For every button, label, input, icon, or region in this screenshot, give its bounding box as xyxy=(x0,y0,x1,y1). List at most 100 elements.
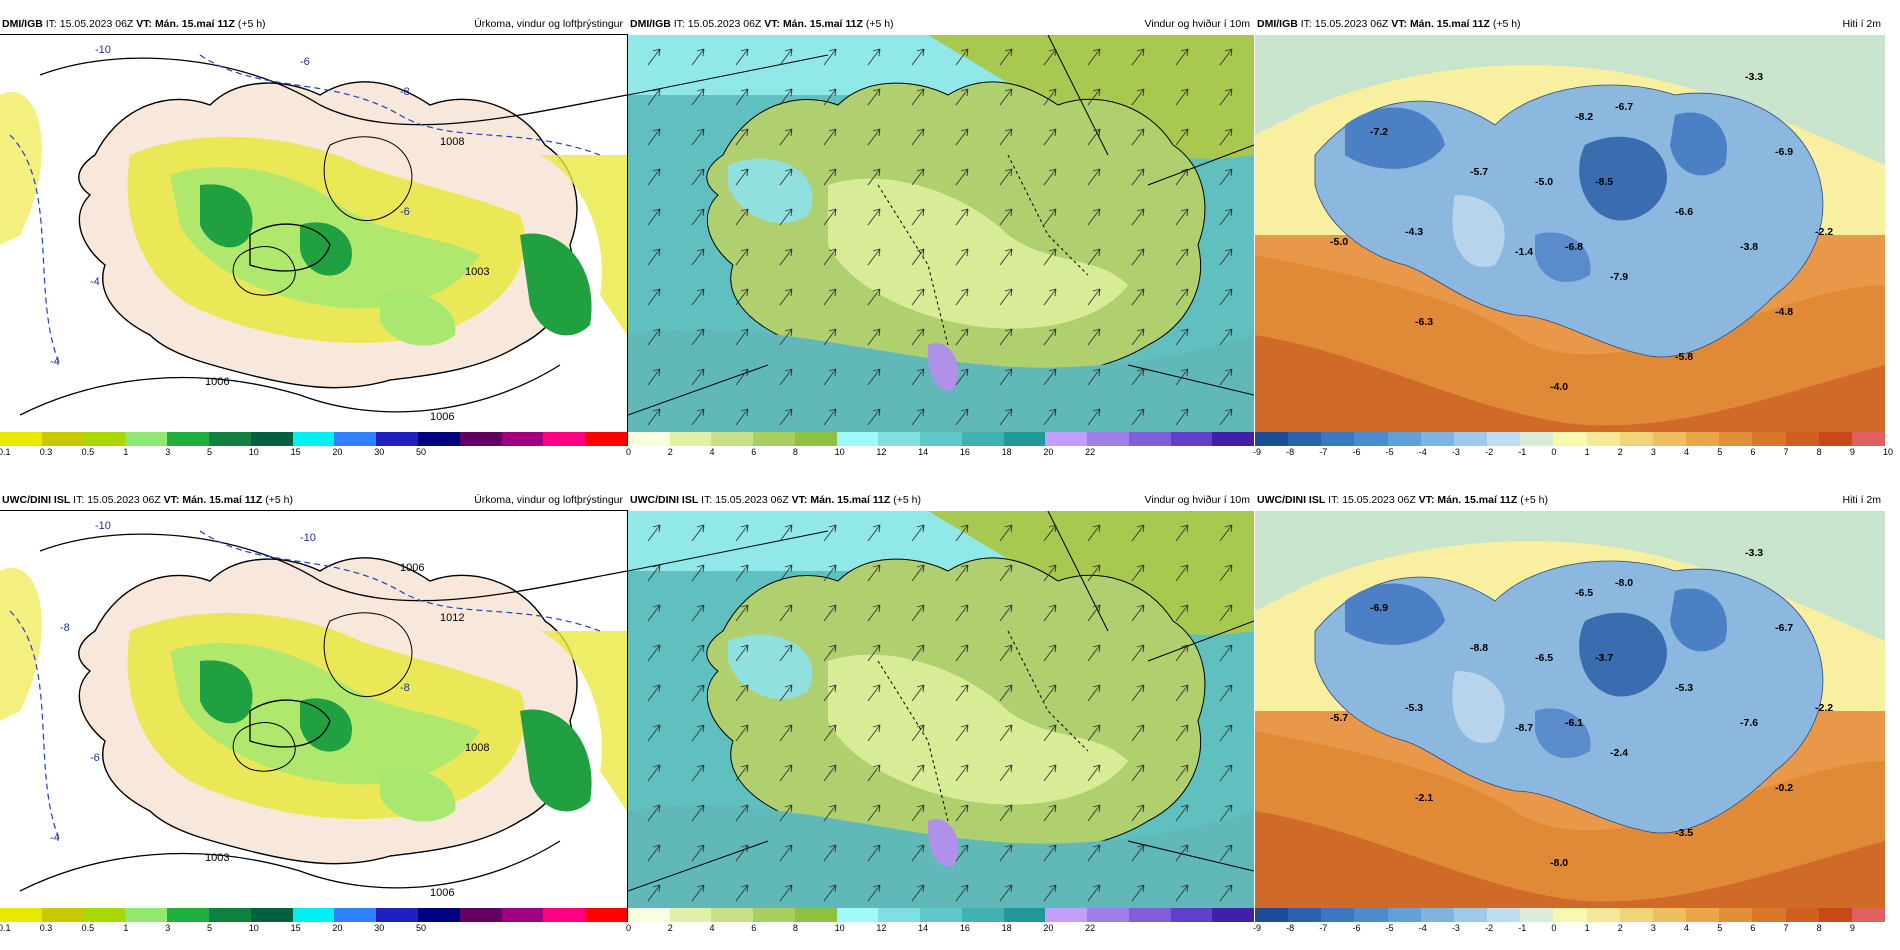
colorbar-tick: -2 xyxy=(1485,923,1494,933)
wind-arrow xyxy=(911,328,925,346)
colorbar-tick: -5 xyxy=(1385,447,1394,457)
it-value: 15.05.2023 06Z xyxy=(59,18,134,30)
colorbar-segment xyxy=(1387,432,1421,446)
model-name: DMI/IGB xyxy=(2,18,43,30)
colorbar-tick: -8 xyxy=(1286,447,1295,457)
vt-label: VT: xyxy=(791,494,808,506)
colorbar-tick: 10 xyxy=(834,447,845,457)
wind-arrow xyxy=(735,884,749,902)
colorbar-segment xyxy=(334,432,377,446)
wind-arrow xyxy=(867,208,881,226)
header-left: UWC/DINI ISL IT: 15.05.2023 06Z VT: Mán.… xyxy=(1257,490,1548,510)
colorbar-tick: 15 xyxy=(290,923,301,933)
wind-arrow xyxy=(735,524,749,542)
panel-title: Úrkoma, vindur og loftþrýstingur xyxy=(474,494,623,506)
colorbar-tick: -6 xyxy=(1352,447,1361,457)
colorbar-segment xyxy=(1170,908,1213,922)
wind-arrow xyxy=(955,884,969,902)
colorbar-tick: 1 xyxy=(123,923,129,933)
wind-arrow xyxy=(955,48,969,66)
wind-arrow xyxy=(1175,328,1189,346)
colorbar-segment xyxy=(1045,432,1088,446)
colorbar-tick: 10 xyxy=(1883,447,1894,457)
wind-arrow xyxy=(911,48,925,66)
wind-arrow xyxy=(1043,644,1057,662)
wind-arrow xyxy=(955,408,969,426)
wind-arrow xyxy=(999,804,1013,822)
wind-arrow xyxy=(911,368,925,386)
wind-arrow xyxy=(779,684,793,702)
wind-arrow xyxy=(1131,644,1145,662)
wind-arrow xyxy=(867,804,881,822)
wind-arrow xyxy=(1087,684,1101,702)
wind-arrow xyxy=(647,128,661,146)
wind-arrow xyxy=(999,564,1013,582)
colorbar xyxy=(0,432,627,446)
temperature-label: -4.8 xyxy=(1775,306,1793,318)
contour-label: -4 xyxy=(50,356,60,368)
wind-arrow xyxy=(1043,248,1057,266)
colorbar-segment xyxy=(250,432,293,446)
temperature-label: -6.1 xyxy=(1565,717,1583,729)
temperature-label: -1.4 xyxy=(1515,246,1533,258)
colorbar-ticks: 0.1 0.3 0.5 1 3 5 10 15 20 30 50 xyxy=(0,923,627,935)
temperature-label: -7.2 xyxy=(1370,126,1388,138)
wind-arrow xyxy=(1087,844,1101,862)
panel-wind-uwc: UWC/DINI ISL IT: 15.05.2023 06Z VT: Mán.… xyxy=(626,490,1255,940)
it-value: 15.05.2023 06Z xyxy=(687,18,762,30)
colorbar-segment xyxy=(208,432,251,446)
colorbar-tick: 0.5 xyxy=(81,923,95,933)
colorbar-ticks: 0 2 4 6 8 10 12 14 16 18 20 22 xyxy=(626,447,1254,459)
colorbar-segment xyxy=(250,908,293,922)
colorbar-segment xyxy=(961,908,1004,922)
wind-arrow xyxy=(1087,368,1101,386)
wind-arrow xyxy=(1087,408,1101,426)
wind-arrow xyxy=(735,168,749,186)
colorbar-tick: -9 xyxy=(1253,447,1262,457)
colorbar-tick: 4 xyxy=(1684,923,1690,933)
colorbar-segment xyxy=(1553,432,1587,446)
wind-arrow xyxy=(647,208,661,226)
wind-arrow xyxy=(691,764,705,782)
wind-arrow xyxy=(691,604,705,622)
wind-arrow xyxy=(1043,368,1057,386)
wind-arrow xyxy=(779,724,793,742)
temperature-label: -8.8 xyxy=(1470,642,1488,654)
colorbar-tick: 10 xyxy=(248,923,259,933)
colorbar-segment xyxy=(459,908,502,922)
colorbar-tick: -3 xyxy=(1451,923,1460,933)
wind-arrow xyxy=(1219,764,1233,782)
colorbar-segment xyxy=(1354,432,1388,446)
colorbar-segment xyxy=(628,432,670,446)
wind-arrow xyxy=(911,644,925,662)
wind-arrow xyxy=(735,564,749,582)
wind-arrow xyxy=(1175,288,1189,306)
colorbar-segment xyxy=(1045,908,1088,922)
temperature-label: -5.0 xyxy=(1330,236,1348,248)
wind-arrow xyxy=(1043,328,1057,346)
it-value: 15.05.2023 06Z xyxy=(1314,18,1389,30)
wind-arrow xyxy=(691,288,705,306)
lead-time: (+5 h) xyxy=(237,18,266,30)
it-value: 15.05.2023 06Z xyxy=(1342,494,1416,506)
colorbar-tick: 4 xyxy=(1684,447,1690,457)
model-name: UWC/DINI ISL xyxy=(2,494,71,506)
colorbar-tick: 8 xyxy=(1816,923,1822,933)
wind-arrow xyxy=(955,564,969,582)
wind-arrow xyxy=(823,248,837,266)
colorbar-segment xyxy=(1128,908,1171,922)
colorbar-tick: 3 xyxy=(165,923,171,933)
wind-arrow xyxy=(735,804,749,822)
it-label: IT: xyxy=(45,18,57,30)
panel-temp-uwc: UWC/DINI ISL IT: 15.05.2023 06Z VT: Mán.… xyxy=(1253,490,1885,940)
colorbar-segment xyxy=(711,432,754,446)
wind-arrow xyxy=(1043,48,1057,66)
wind-arrow xyxy=(1131,328,1145,346)
colorbar-tick: 6 xyxy=(751,923,757,933)
wind-arrow xyxy=(911,724,925,742)
temperature-label: -5.7 xyxy=(1330,712,1348,724)
panel-header: UWC/DINI ISL IT: 15.05.2023 06Z VT: Mán.… xyxy=(1255,490,1885,510)
colorbar-segment xyxy=(1003,432,1046,446)
vt-label: VT: xyxy=(764,18,781,30)
header-left: DMI/IGB IT: 15.05.2023 06Z VT: Mán. 15.m… xyxy=(630,14,894,34)
